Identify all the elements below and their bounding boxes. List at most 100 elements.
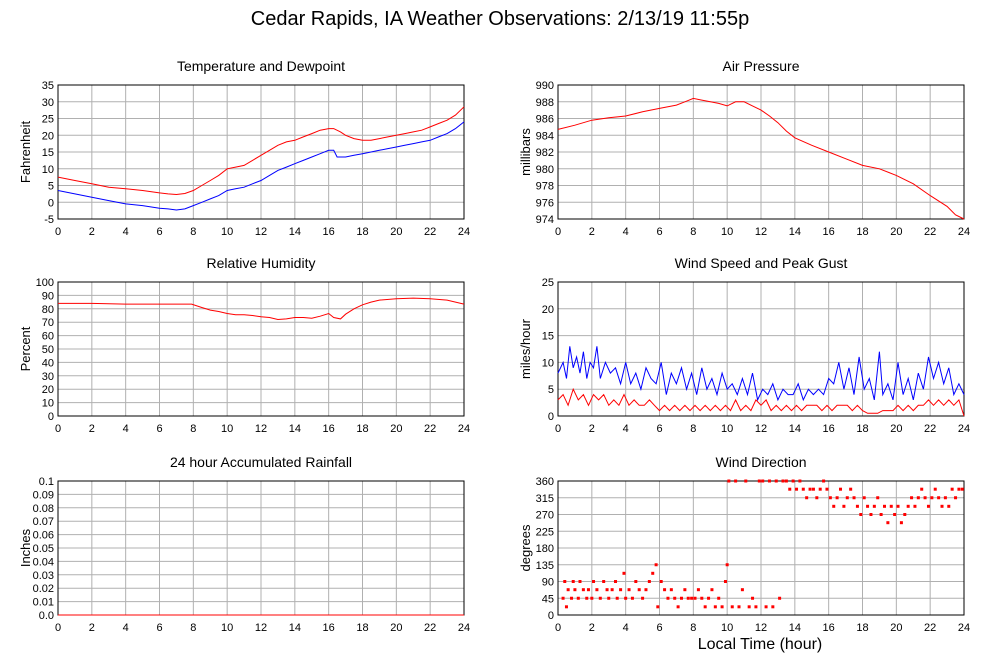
dir-point — [913, 504, 917, 508]
dir-xtick-label: 6 — [656, 622, 662, 634]
dir-xtick-label: 20 — [890, 622, 902, 634]
dir-point — [882, 504, 886, 508]
dir-point — [842, 504, 846, 508]
wind-ytick-label: 10 — [542, 357, 554, 369]
dir-point — [815, 496, 819, 500]
dir-point — [933, 487, 937, 491]
x-axis-label: Local Time (hour) — [697, 636, 823, 653]
dir-point — [570, 596, 574, 600]
dir-point — [835, 496, 839, 500]
pres-plot-frame — [557, 84, 965, 220]
dir-point — [647, 580, 651, 583]
rh-ytick-label: 30 — [42, 371, 54, 383]
pres-title: Air Pressure — [722, 58, 799, 74]
dir-xtick-label: 12 — [755, 622, 767, 634]
dir-xtick-label: 14 — [789, 622, 801, 634]
dir-point — [602, 580, 606, 583]
rain-ytick-label: 0.08 — [33, 503, 54, 515]
wind-series-blue-line — [557, 346, 965, 402]
rain-xtick-label: 12 — [255, 622, 267, 634]
page-title: Cedar Rapids, IA Weather Observations: 2… — [250, 8, 750, 30]
dir-point — [720, 605, 724, 609]
rain-xtick-label: 16 — [323, 622, 335, 634]
dir-point — [700, 596, 704, 600]
temp-ytick-label: 10 — [42, 164, 54, 176]
dir-xtick-label: 8 — [690, 622, 696, 634]
dir-point — [727, 479, 731, 483]
pres-ylabel: millibars — [518, 128, 533, 176]
temp-xtick-label: 4 — [123, 226, 129, 238]
dir-point — [920, 487, 924, 491]
dir-ytick-label: 0 — [548, 610, 554, 622]
pres-xtick-label: 16 — [823, 226, 835, 238]
dir-point — [937, 496, 941, 500]
rain-ytick-label: 0.03 — [33, 570, 54, 582]
dir-ytick-label: 45 — [542, 593, 554, 605]
dir-point — [605, 588, 609, 592]
temp-xtick-label: 14 — [289, 226, 301, 238]
dir-point — [798, 479, 802, 483]
dir-point — [673, 596, 677, 600]
dir-point — [852, 496, 856, 500]
rain-ytick-label: 0.05 — [33, 543, 54, 555]
pres-series-red-line — [557, 97, 965, 220]
dir-point — [630, 596, 634, 600]
pres-xtick-label: 24 — [958, 226, 970, 238]
rh-xtick-label: 14 — [289, 423, 301, 435]
rain-ytick-label: 0.07 — [33, 516, 54, 528]
dir-point — [686, 596, 690, 600]
dir-point — [676, 605, 680, 609]
dir-point — [717, 596, 721, 600]
dir-point — [654, 563, 658, 567]
dir-point — [666, 596, 670, 600]
dir-point — [957, 487, 961, 491]
dir-ytick-label: 225 — [536, 526, 554, 538]
dir-point — [627, 588, 631, 592]
wind-xtick-label: 4 — [623, 423, 629, 435]
temp-xtick-label: 16 — [323, 226, 335, 238]
pres-ytick-label: 990 — [536, 80, 554, 92]
dir-point — [899, 521, 903, 525]
dir-point — [947, 504, 951, 508]
rh-xtick-label: 6 — [156, 423, 162, 435]
dir-xtick-label: 16 — [823, 622, 835, 634]
pres-xtick-label: 20 — [890, 226, 902, 238]
temp-ytick-label: 20 — [42, 130, 54, 142]
dir-point — [879, 513, 883, 516]
dir-point — [737, 605, 741, 609]
dir-point — [751, 596, 755, 600]
dir-point — [561, 596, 565, 600]
wind-xtick-label: 6 — [656, 423, 662, 435]
rain-xtick-label: 14 — [289, 622, 301, 634]
pres-ytick-label: 980 — [536, 164, 554, 176]
dir-point — [784, 479, 788, 483]
dir-plot-frame — [557, 480, 965, 616]
dir-xtick-label: 10 — [721, 622, 733, 634]
rh-xtick-label: 16 — [323, 423, 335, 435]
wind-xtick-label: 18 — [856, 423, 868, 435]
dir-point — [607, 596, 611, 600]
dir-point — [644, 588, 648, 592]
dir-point — [573, 588, 577, 592]
temp-xtick-label: 20 — [390, 226, 402, 238]
rh-ytick-label: 20 — [42, 384, 54, 396]
dir-ytick-label: 180 — [536, 543, 554, 555]
temp-ytick-label: 5 — [48, 181, 54, 193]
dir-point — [916, 496, 920, 500]
wind-title: Wind Speed and Peak Gust — [675, 255, 848, 271]
rh-ytick-label: 40 — [42, 357, 54, 369]
pres-ytick-label: 986 — [536, 114, 554, 126]
dir-point — [778, 596, 782, 600]
rain-xtick-label: 8 — [190, 622, 196, 634]
dir-point — [811, 487, 815, 491]
temp-title: Temperature and Dewpoint — [177, 58, 345, 74]
temp-xtick-label: 6 — [156, 226, 162, 238]
rh-xtick-label: 0 — [55, 423, 61, 435]
rh-ytick-label: 10 — [42, 398, 54, 410]
wind-xtick-label: 14 — [789, 423, 801, 435]
dir-point — [754, 605, 758, 609]
pres-ytick-label: 978 — [536, 181, 554, 193]
dir-point — [795, 487, 799, 491]
dir-point — [615, 596, 619, 600]
